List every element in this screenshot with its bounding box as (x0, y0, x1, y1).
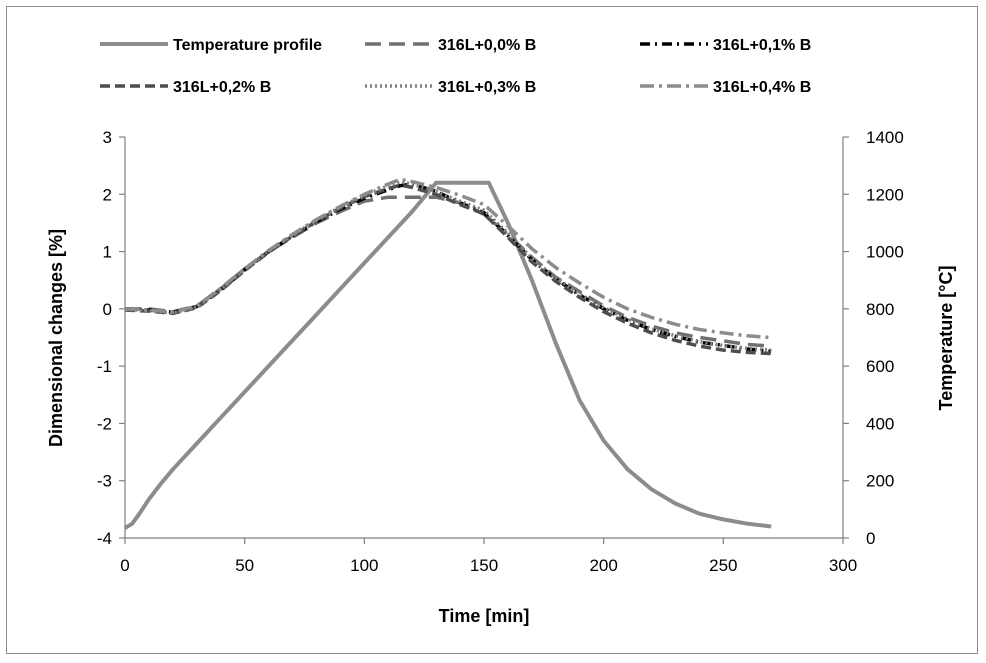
x-tick-label: 300 (829, 556, 857, 575)
legend-label-2: 316L+0,1% B (713, 37, 811, 54)
tick-marks (119, 136, 849, 544)
y2-axis-title: Temperature [°C] (936, 266, 956, 411)
y2-tick-label: 1400 (866, 128, 904, 147)
x-tick-label: 200 (589, 556, 617, 575)
y2-tick-label: 200 (866, 472, 894, 491)
tick-labels: 0 50 100 150 200 250 300 3 2 1 0 -1 -2 -3 -4 1400 1200 10… (97, 128, 904, 575)
y-tick-label: 3 (103, 128, 112, 147)
legend-label-4: 316L+0,3% B (438, 79, 536, 96)
x-axis-title: Time [min] (439, 606, 530, 626)
x-tick-label: 100 (350, 556, 378, 575)
legend-label-3: 316L+0,2% B (173, 79, 271, 96)
y-tick-label: 0 (103, 300, 112, 319)
y-tick-label: -3 (97, 472, 112, 491)
legend: Temperature profile 316L+0,0% B 316L+0,1% … (100, 37, 811, 96)
series-line-5 (124, 177, 772, 340)
series-line-0 (123, 180, 772, 530)
x-tick-label: 0 (120, 556, 129, 575)
y-tick-label: 1 (103, 243, 112, 262)
y-tick-label: -4 (97, 529, 112, 548)
chart-frame (6, 6, 978, 654)
y-tick-label: -1 (97, 357, 112, 376)
series-line-3 (124, 183, 772, 356)
y-axis-title: Dimensional changes [%] (46, 229, 66, 447)
series-line-2 (124, 182, 772, 353)
y-tick-label: -2 (97, 414, 112, 433)
legend-label-5: 316L+0,4% B (713, 79, 811, 96)
x-tick-label: 150 (470, 556, 498, 575)
series-line-4 (124, 179, 772, 352)
x-tick-label: 250 (709, 556, 737, 575)
y2-tick-label: 0 (866, 529, 875, 548)
legend-label-0: Temperature profile (173, 37, 322, 54)
y2-tick-label: 800 (866, 300, 894, 319)
y2-tick-label: 1000 (866, 243, 904, 262)
y2-tick-label: 600 (866, 357, 894, 376)
x-tick-label: 50 (235, 556, 254, 575)
y2-tick-label: 1200 (866, 185, 904, 204)
y2-tick-label: 400 (866, 414, 894, 433)
y-tick-label: 2 (103, 185, 112, 204)
legend-label-1: 316L+0,0% B (438, 37, 536, 54)
series-layer (123, 177, 772, 530)
